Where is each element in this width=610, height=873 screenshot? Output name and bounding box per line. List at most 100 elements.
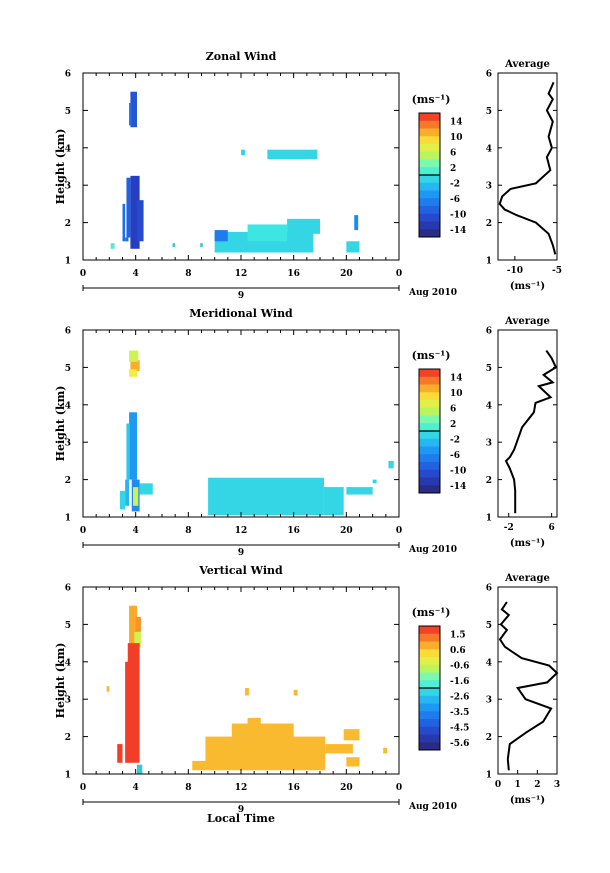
heatmap-cell [129, 102, 132, 126]
heatmap-cell [135, 616, 141, 632]
colorbar-tick-label: -4.5 [450, 723, 469, 733]
colorbar-segment [419, 485, 440, 494]
heatmap-cell [136, 200, 144, 242]
y-tick-label: 5 [65, 107, 71, 117]
profile-x-tick-label: 6 [549, 523, 555, 533]
colorbar-segment [419, 711, 440, 720]
colorbar-unit: (ms⁻¹) [412, 349, 451, 362]
day-label: 9 [238, 291, 244, 301]
colorbar-segment [419, 415, 440, 424]
x-tick-label: 16 [287, 783, 300, 793]
colorbar-tick-label: -2 [450, 435, 460, 445]
x-tick-label: 12 [235, 526, 248, 536]
heatmap-cell [130, 175, 140, 249]
colorbar-tick-label: -10 [450, 210, 466, 220]
heatmap-cell [231, 723, 294, 739]
profile-y-tick-label: 3 [486, 696, 492, 706]
colorbar-tick-label: -6 [450, 451, 460, 461]
colorbar-tick-label: -2 [450, 179, 460, 189]
colorbar-tick-label: -0.6 [450, 661, 469, 671]
heatmap-cell [119, 490, 126, 510]
day-label: 9 [238, 548, 244, 558]
x-tick-label: 12 [235, 269, 248, 279]
y-axis-label: Height (km) [54, 643, 67, 719]
colorbar-unit: (ms⁻¹) [412, 93, 451, 106]
heatmap-cell [208, 477, 324, 516]
y-tick-label: 4 [65, 658, 71, 668]
profile-y-tick-label: 2 [486, 476, 492, 486]
profile-y-tick-label: 4 [486, 144, 492, 154]
heatmap-cell [106, 686, 110, 692]
heatmap-cell [354, 215, 359, 231]
heatmap-cell [214, 230, 228, 242]
colorbar-segment [419, 128, 440, 137]
profile-x-tick-label: 2 [534, 780, 540, 790]
x-tick-label: 8 [185, 526, 191, 536]
profile-x-tick-label: -2 [504, 523, 514, 533]
y-tick-label: 3 [65, 696, 71, 706]
heatmap-cell [388, 460, 394, 469]
profile-y-tick-label: 1 [486, 514, 492, 524]
x-tick-label: 20 [340, 783, 353, 793]
colorbar-tick-label: 2 [450, 420, 456, 430]
x-tick-label: 0 [396, 269, 402, 279]
x-tick-label: 8 [185, 783, 191, 793]
heatmap-cell [247, 224, 288, 242]
colorbar-segment [419, 369, 440, 378]
profile-y-tick-label: 5 [486, 364, 492, 374]
colorbar-segment [419, 198, 440, 207]
heatmap-cell [372, 479, 377, 484]
x-tick-label: 0 [80, 526, 86, 536]
colorbar-tick-label: 2 [450, 164, 456, 174]
heatmap-cell [244, 687, 249, 696]
bottom-x-axis-label: Local Time [207, 812, 275, 825]
profile-line [504, 350, 558, 514]
colorbar-tick-label: 10 [450, 133, 463, 143]
date-label: Aug 2010 [408, 288, 457, 298]
y-tick-label: 2 [65, 733, 71, 743]
profile-y-tick-label: 6 [486, 584, 492, 594]
colorbar-segment [419, 120, 440, 129]
heatmap-cell [122, 203, 126, 242]
colorbar-tick-label: 1.5 [450, 630, 466, 640]
colorbar-segment [419, 633, 440, 642]
profile-line [498, 81, 557, 255]
x-tick-label: 0 [396, 526, 402, 536]
profile-title: Average [504, 59, 550, 70]
colorbar-segment [419, 213, 440, 222]
heatmap-cell [172, 243, 176, 247]
profile-x-tick-label: 1 [515, 780, 521, 790]
y-tick-label: 1 [65, 771, 71, 781]
y-tick-label: 3 [65, 182, 71, 192]
y-tick-label: 2 [65, 219, 71, 229]
heatmap-cell [323, 487, 344, 516]
colorbar-segment [419, 423, 440, 432]
colorbar-segment [419, 400, 440, 409]
colorbar-segment [419, 159, 440, 168]
date-label: Aug 2010 [408, 545, 457, 555]
heatmap-cell [134, 631, 141, 647]
colorbar-segment [419, 151, 440, 160]
profile-x-label: (ms⁻¹) [510, 795, 545, 806]
colorbar-segment [419, 113, 440, 122]
heatmap-cell [129, 605, 137, 644]
chart-title: Meridional Wind [189, 307, 293, 320]
colorbar-tick-label: -1.6 [450, 677, 469, 687]
profile-frame [497, 586, 558, 775]
heatmap-cell [287, 218, 320, 234]
colorbar-tick-label: -10 [450, 466, 466, 476]
heatmap-cell [192, 760, 206, 771]
profile-y-tick-label: 2 [486, 733, 492, 743]
heatmap-cell [125, 479, 130, 506]
heatmap-cell [346, 757, 360, 767]
colorbar-segment [419, 726, 440, 735]
colorbar-tick-label: -14 [450, 226, 466, 236]
heatmap-cell [293, 689, 298, 696]
y-tick-label: 3 [65, 439, 71, 449]
colorbar-segment [419, 469, 440, 478]
colorbar-segment [419, 407, 440, 416]
colorbar-tick-label: -2.6 [450, 692, 469, 702]
